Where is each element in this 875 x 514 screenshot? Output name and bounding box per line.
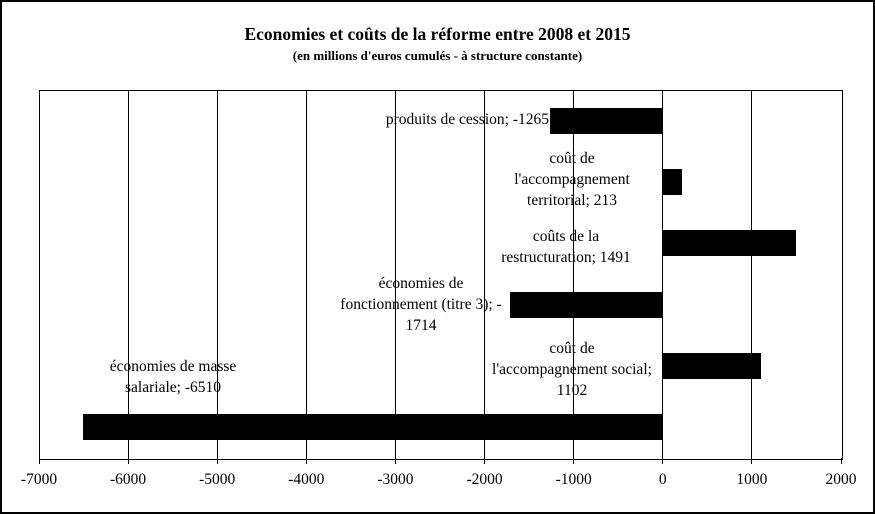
x-axis-tick-label: -5000 xyxy=(199,471,236,488)
gridline xyxy=(394,90,396,458)
x-axis-tick-label: -2000 xyxy=(466,471,503,488)
bar xyxy=(550,107,663,134)
x-axis-tick-label: -6000 xyxy=(110,471,147,488)
tick-mark xyxy=(216,458,218,464)
gridline xyxy=(127,90,129,458)
gridline xyxy=(751,90,753,458)
bar xyxy=(662,169,682,195)
x-axis-tick-label: 1000 xyxy=(736,471,768,488)
gridline xyxy=(573,90,575,458)
tick-mark xyxy=(305,458,307,464)
chart-subtitle: (en millions d'euros cumulés - à structu… xyxy=(292,48,583,63)
bar xyxy=(510,291,663,318)
gridline xyxy=(216,90,218,458)
gridline xyxy=(662,90,664,458)
data-label: produits de cession; -1265 xyxy=(385,111,549,128)
data-label: économies de fonctionnement (titre 3); -… xyxy=(340,275,502,334)
tick-mark xyxy=(394,458,396,464)
x-axis-tick-label: -4000 xyxy=(288,471,325,488)
bar xyxy=(662,230,796,257)
tick-mark xyxy=(573,458,575,464)
data-label: coût de l'accompagnement territorial; 21… xyxy=(514,150,630,209)
x-axis-tick-label: 2000 xyxy=(825,471,857,488)
gridline xyxy=(305,90,307,458)
bar xyxy=(662,353,761,379)
tick-mark xyxy=(662,458,664,464)
data-label: coût de l'accompagnement social; 1102 xyxy=(492,340,652,399)
x-axis-tick-label: 0 xyxy=(658,471,667,488)
gridline xyxy=(484,90,486,458)
x-axis-tick-label: -7000 xyxy=(20,471,58,488)
tick-mark xyxy=(484,458,486,464)
tick-mark xyxy=(751,458,753,464)
tick-mark xyxy=(840,458,842,464)
x-axis-tick-label: -3000 xyxy=(377,471,414,488)
bar xyxy=(82,414,663,441)
x-axis-tick-label: -1000 xyxy=(555,471,592,488)
tick-mark xyxy=(38,458,40,464)
tick-mark xyxy=(127,458,129,464)
plot-area xyxy=(39,90,843,460)
chart-title: Economies et coûts de la réforme entre 2… xyxy=(244,24,631,44)
data-label: économies de masse salariale; -6510 xyxy=(109,358,237,396)
data-label: coûts de la restructuration; 1491 xyxy=(501,228,631,266)
